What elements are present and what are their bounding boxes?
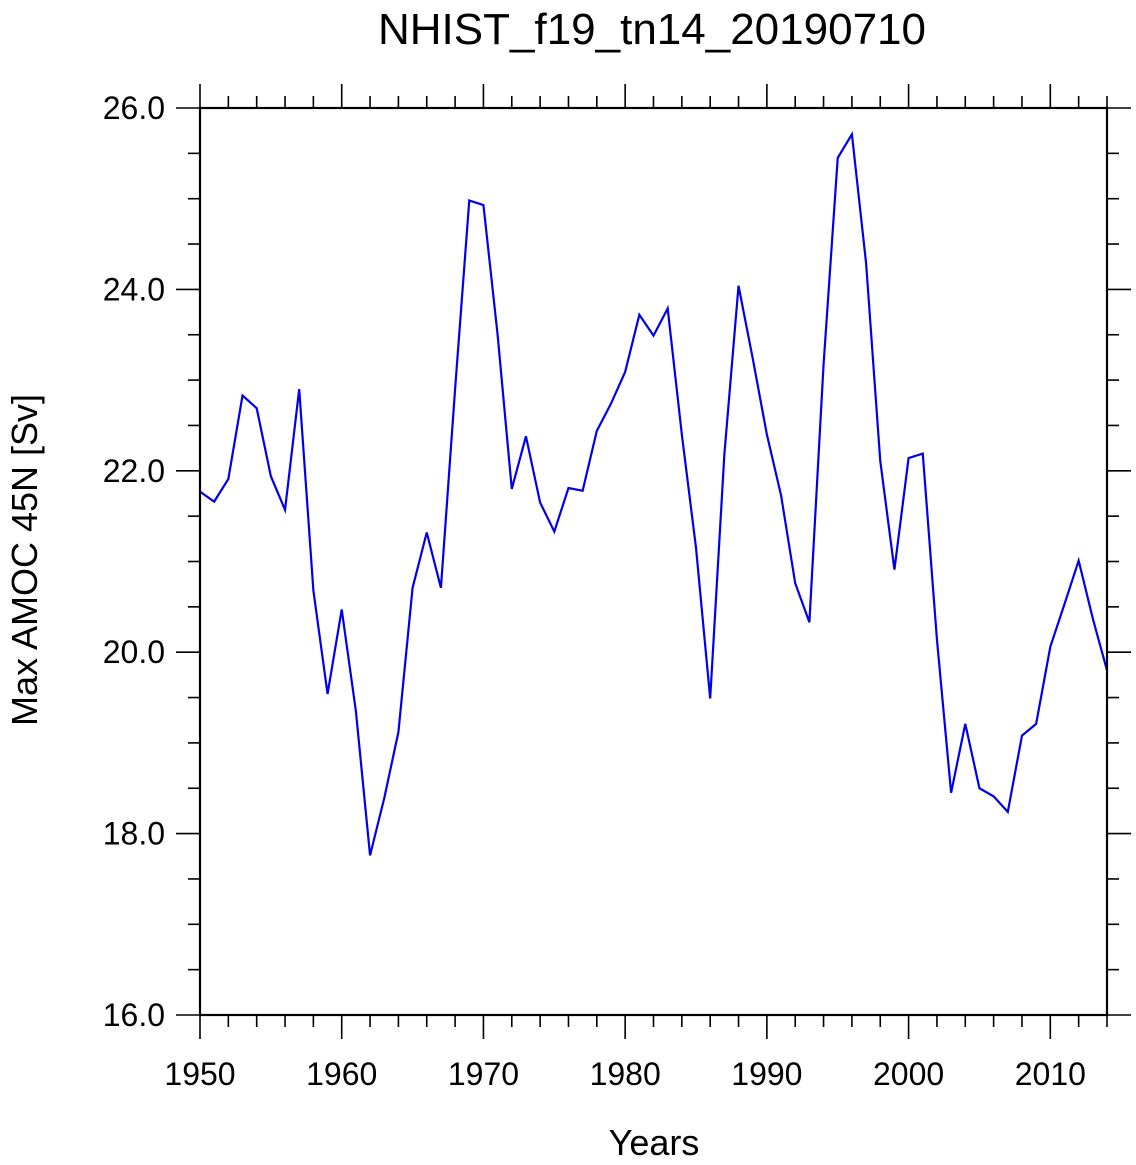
x-tick-label: 1970 — [448, 1056, 519, 1092]
x-tick-label: 1950 — [164, 1056, 235, 1092]
y-tick-label: 16.0 — [103, 997, 165, 1033]
tick-labels: 1950 1960 1970 1980 1990 2000 2010 16.0 18.0 20.0… — [103, 90, 1086, 1092]
y-tick-label: 22.0 — [103, 453, 165, 489]
chart-title: NHIST_f19_tn14_20190710 — [378, 5, 926, 54]
x-tick-label: 2010 — [1015, 1056, 1086, 1092]
x-axis-label: Years — [609, 1122, 700, 1163]
x-tick-label: 1990 — [731, 1056, 802, 1092]
y-tick-label: 26.0 — [103, 90, 165, 126]
y-tick-label: 18.0 — [103, 816, 165, 852]
y-tick-label: 24.0 — [103, 271, 165, 307]
plot-frame — [198, 106, 1109, 1017]
y-axis-label: Max AMOC 45N [Sv] — [4, 394, 45, 726]
x-tick-label: 1980 — [590, 1056, 661, 1092]
x-tick-label: 2000 — [873, 1056, 944, 1092]
y-tick-label: 20.0 — [103, 634, 165, 670]
x-tick-label: 1960 — [306, 1056, 377, 1092]
series-line-amoc-45n — [199, 130, 1109, 856]
axis-ticks — [176, 84, 1131, 1039]
